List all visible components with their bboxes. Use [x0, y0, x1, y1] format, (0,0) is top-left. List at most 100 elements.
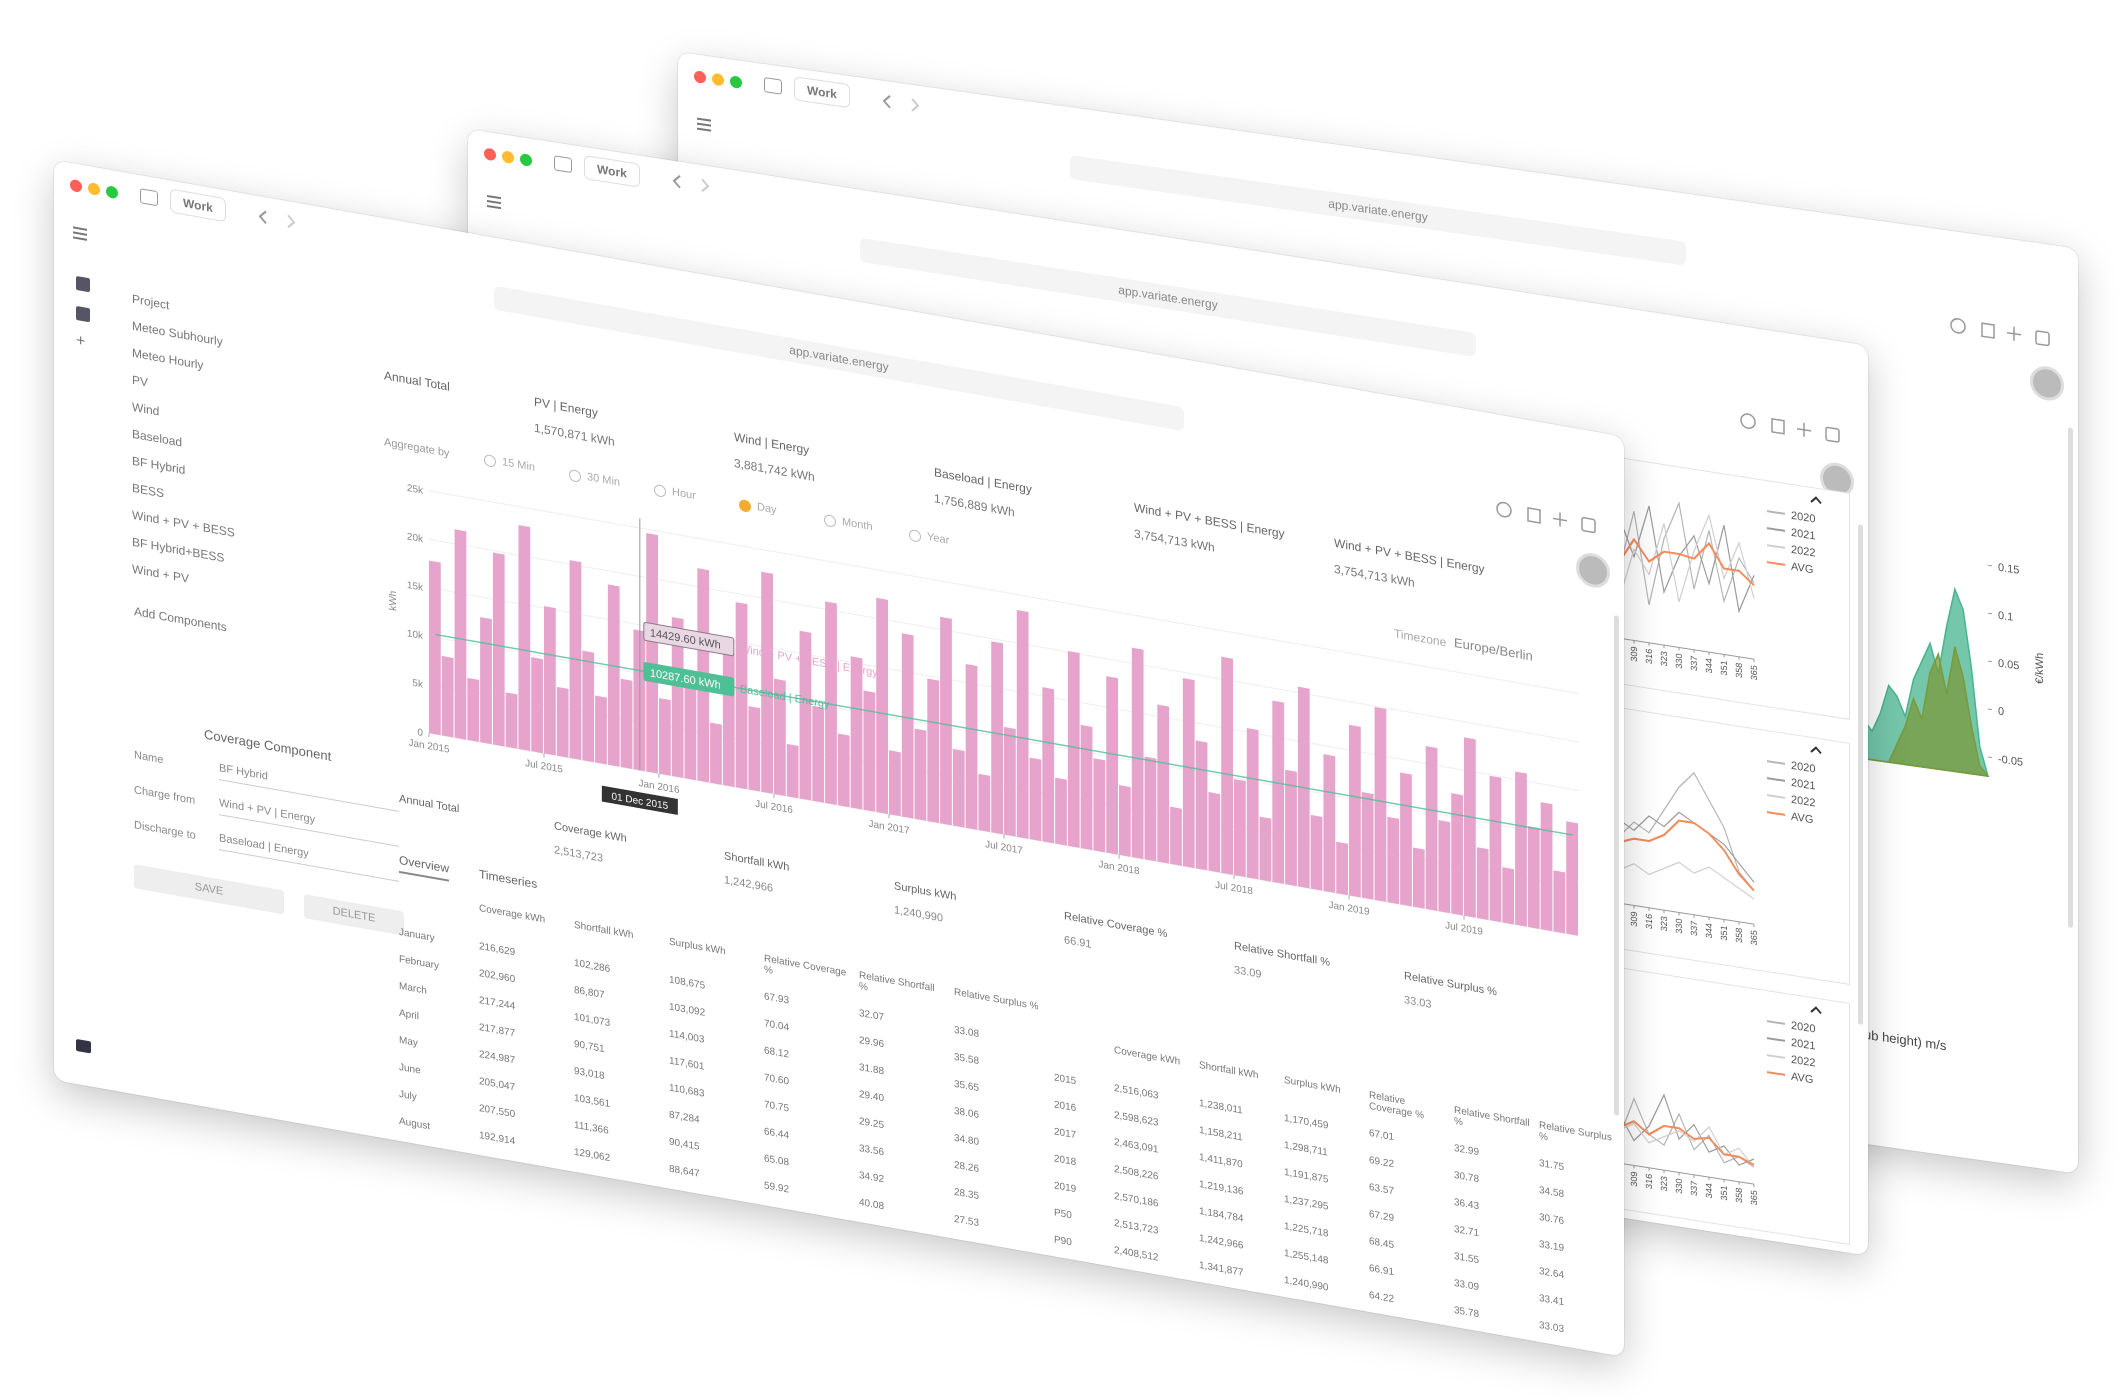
radio[interactable]: [654, 483, 666, 498]
forward-arrow[interactable]: [701, 178, 710, 193]
back-arrow[interactable]: [672, 175, 681, 189]
new-tab-icon[interactable]: [1797, 422, 1811, 438]
window-control[interactable]: [694, 70, 706, 84]
radio-label[interactable]: Month: [842, 515, 873, 534]
tab[interactable]: Work: [170, 188, 226, 223]
table-cell: 33.19: [1539, 1238, 1565, 1255]
table-cell: 217,244: [479, 994, 516, 1013]
download-icon[interactable]: [1740, 413, 1756, 429]
window-control[interactable]: [70, 178, 82, 193]
table-cell: 1,238,011: [1199, 1097, 1243, 1117]
tab-button[interactable]: Timeseries: [479, 866, 538, 892]
table-cell: 34.92: [859, 1169, 885, 1186]
window-control[interactable]: [730, 75, 742, 89]
button[interactable]: DELETE: [304, 894, 404, 936]
back-arrow[interactable]: [258, 210, 267, 224]
y-tick: [1988, 612, 1992, 615]
table-cell: 1,341,877: [1199, 1259, 1244, 1279]
browser-window: Work app.variate.energy + Project Meteo Subh…: [54, 160, 1624, 1357]
x-tick-label: Jan 2017: [868, 819, 909, 837]
tabs-icon[interactable]: [1825, 426, 1840, 443]
radio[interactable]: [909, 528, 921, 543]
download-icon[interactable]: [1950, 318, 1966, 334]
folder-icon[interactable]: [76, 1038, 91, 1054]
share-icon[interactable]: [1527, 507, 1541, 524]
download-icon[interactable]: [1496, 501, 1512, 518]
sidebar-item[interactable]: Wind + PV: [132, 561, 190, 586]
sidebar-item[interactable]: BF Hybrid+BESS: [132, 534, 225, 566]
window-control[interactable]: [712, 72, 724, 87]
total-value: 1,570,871 kWh: [534, 420, 615, 449]
collapse-icon[interactable]: [1810, 1006, 1822, 1015]
back-arrow[interactable]: [882, 94, 891, 109]
bar: [991, 641, 1003, 835]
add-components[interactable]: Add Components: [134, 604, 227, 635]
tabs-icon[interactable]: [1581, 516, 1596, 534]
new-tab-icon[interactable]: [2007, 326, 2021, 342]
coverage-value: 1,242,966: [724, 874, 773, 895]
x-tick-label: 365: [1749, 664, 1759, 681]
tabs-icon[interactable]: [2035, 330, 2050, 347]
forward-arrow[interactable]: [911, 98, 920, 112]
table-cell: 129,062: [574, 1146, 611, 1165]
y-tick-label: 0: [417, 727, 423, 739]
window-control[interactable]: [484, 147, 496, 162]
radio[interactable]: [824, 513, 836, 528]
x-tick-label: Jul 2017: [985, 839, 1023, 857]
tab[interactable]: Work: [794, 76, 850, 109]
sidebar-item[interactable]: Wind: [132, 399, 160, 419]
window-control[interactable]: [88, 181, 100, 197]
bar: [914, 728, 927, 821]
bar: [531, 657, 543, 754]
menu-line: [487, 194, 501, 200]
table-cell: 1,237,295: [1284, 1193, 1329, 1213]
bar: [1208, 792, 1221, 873]
nav-icon[interactable]: [76, 275, 90, 293]
new-tab-icon[interactable]: [1553, 511, 1567, 527]
radio-label[interactable]: 15 Min: [502, 455, 536, 474]
avatar[interactable]: [2030, 364, 2064, 403]
button[interactable]: SAVE: [134, 864, 284, 915]
sidebar-item[interactable]: Baseload: [132, 426, 183, 450]
sidebar-item[interactable]: Meteo Hourly: [132, 345, 204, 373]
tab-button[interactable]: Overview: [399, 852, 450, 882]
sidebar-toggle[interactable]: [554, 155, 572, 174]
bar: [1400, 772, 1412, 907]
sidebar-item[interactable]: Meteo Subhourly: [132, 318, 223, 349]
sidebar-item[interactable]: BF Hybrid: [132, 453, 186, 478]
radio-label[interactable]: 30 Min: [587, 470, 621, 489]
nav-icon[interactable]: [76, 305, 90, 323]
bar: [1361, 791, 1374, 900]
collapse-icon[interactable]: [1810, 746, 1822, 755]
radio-label[interactable]: Day: [757, 500, 777, 517]
radio-label[interactable]: Year: [927, 530, 950, 547]
totals-title: Annual Total: [384, 368, 450, 394]
collapse-icon[interactable]: [1810, 496, 1822, 505]
sidebar-item[interactable]: Project: [132, 291, 170, 313]
table-cell: 86,807: [574, 984, 605, 1002]
radio-label[interactable]: Hour: [672, 485, 696, 503]
share-icon[interactable]: [1981, 322, 1995, 339]
bar: [761, 571, 773, 794]
radio[interactable]: [484, 453, 496, 468]
share-icon[interactable]: [1771, 418, 1785, 435]
sidebar-toggle[interactable]: [140, 188, 158, 207]
window-control[interactable]: [520, 153, 532, 167]
table-cell: 29.40: [859, 1088, 885, 1105]
tab[interactable]: Work: [584, 154, 640, 188]
add-icon[interactable]: +: [76, 331, 86, 351]
radio[interactable]: [569, 468, 581, 483]
sidebar-toggle[interactable]: [764, 77, 782, 95]
sidebar-item[interactable]: PV: [132, 372, 149, 390]
sidebar-item[interactable]: BESS: [132, 480, 165, 501]
radio[interactable]: [739, 498, 751, 513]
menu-line: [73, 231, 87, 236]
avatar[interactable]: [1576, 550, 1610, 591]
bar: [569, 560, 582, 760]
sidebar-item[interactable]: Wind + PV + BESS: [132, 507, 235, 540]
bar: [901, 633, 914, 819]
window-control[interactable]: [106, 185, 118, 200]
forward-arrow[interactable]: [287, 214, 296, 229]
bar: [441, 655, 454, 738]
window-control[interactable]: [502, 150, 514, 165]
